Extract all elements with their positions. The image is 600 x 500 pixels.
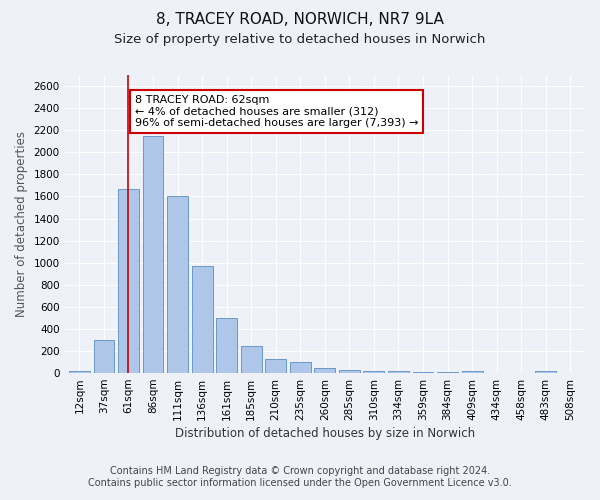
Bar — [290, 362, 311, 373]
Bar — [216, 318, 237, 373]
Bar — [364, 371, 385, 373]
Text: Contains HM Land Registry data © Crown copyright and database right 2024.
Contai: Contains HM Land Registry data © Crown c… — [88, 466, 512, 487]
Y-axis label: Number of detached properties: Number of detached properties — [15, 131, 28, 317]
Bar — [314, 368, 335, 373]
Bar — [511, 372, 532, 373]
Bar — [388, 372, 409, 373]
Bar — [535, 371, 556, 373]
Text: Size of property relative to detached houses in Norwich: Size of property relative to detached ho… — [115, 32, 485, 46]
Bar — [143, 136, 163, 373]
Bar — [560, 372, 581, 373]
Bar — [339, 370, 360, 373]
Bar — [265, 360, 286, 373]
Bar — [437, 372, 458, 373]
Bar — [413, 372, 433, 373]
Bar — [118, 188, 139, 373]
Text: 8, TRACEY ROAD, NORWICH, NR7 9LA: 8, TRACEY ROAD, NORWICH, NR7 9LA — [156, 12, 444, 28]
Bar — [241, 346, 262, 373]
Bar — [461, 371, 482, 373]
Bar — [167, 196, 188, 373]
Text: 8 TRACEY ROAD: 62sqm
← 4% of detached houses are smaller (312)
96% of semi-detac: 8 TRACEY ROAD: 62sqm ← 4% of detached ho… — [134, 95, 418, 128]
Bar — [486, 372, 507, 373]
X-axis label: Distribution of detached houses by size in Norwich: Distribution of detached houses by size … — [175, 427, 475, 440]
Bar — [69, 371, 90, 373]
Bar — [191, 266, 212, 373]
Bar — [94, 340, 115, 373]
